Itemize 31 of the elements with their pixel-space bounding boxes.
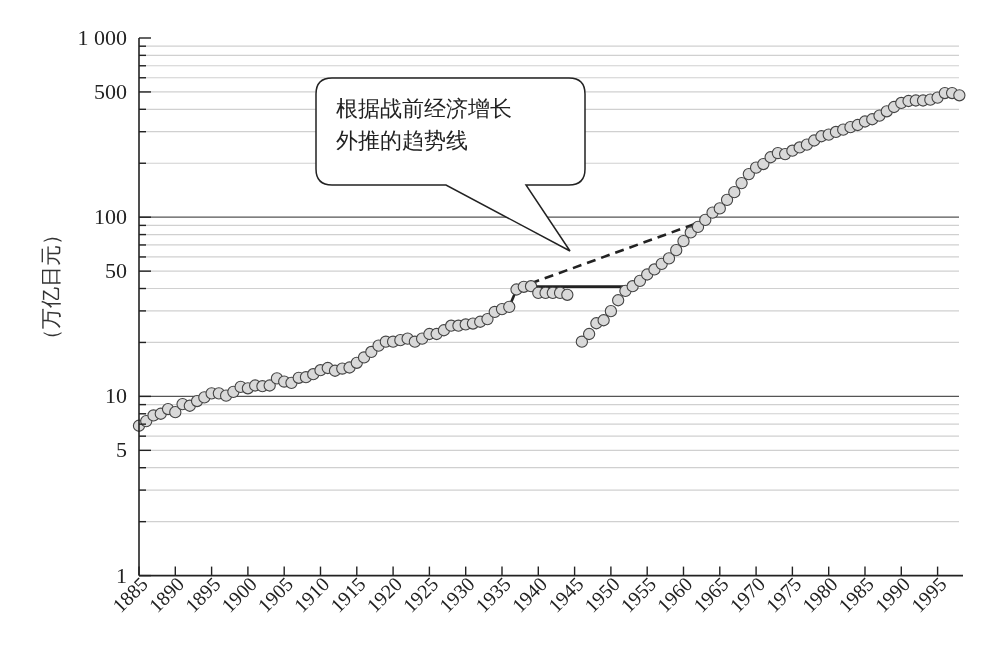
- point: [503, 300, 516, 314]
- point: [561, 288, 574, 301]
- y-axis-title: （万亿日元）: [39, 223, 63, 350]
- point: [670, 243, 683, 257]
- point: [728, 185, 741, 199]
- point: [575, 335, 589, 348]
- point: [953, 89, 966, 102]
- point: [597, 314, 610, 327]
- y-tick-label: 500: [94, 78, 127, 104]
- y-tick-label: 50: [105, 258, 127, 284]
- point: [691, 220, 705, 234]
- annotation: 根据战前经济增长外推的趋势线: [336, 96, 512, 153]
- point: [735, 176, 748, 190]
- y-tick-label: 10: [105, 383, 127, 409]
- point: [524, 280, 538, 293]
- point: [604, 305, 618, 318]
- point: [757, 157, 770, 171]
- point: [612, 294, 625, 307]
- point: [720, 193, 734, 206]
- point: [699, 213, 712, 227]
- point: [169, 405, 182, 419]
- point: [582, 327, 596, 341]
- point: [481, 312, 494, 326]
- y-tick-label: 5: [116, 437, 127, 463]
- y-tick-label: 1 000: [77, 25, 127, 50]
- point: [263, 379, 276, 392]
- y-tick-label: 100: [94, 204, 127, 230]
- point: [365, 345, 378, 359]
- point: [662, 252, 676, 265]
- point: [677, 235, 690, 248]
- point: [713, 202, 726, 215]
